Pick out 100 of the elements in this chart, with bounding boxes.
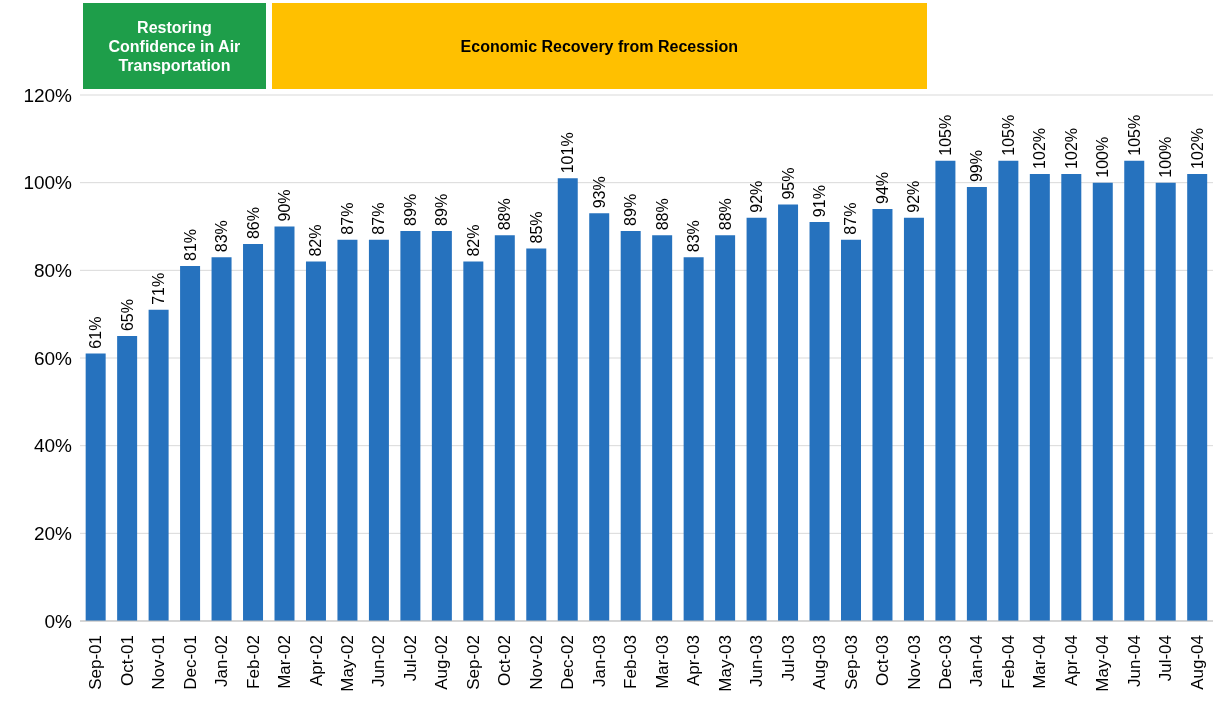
bar: [872, 208, 893, 621]
bar: [652, 235, 673, 621]
data-label: 87%: [338, 202, 356, 235]
bar: [85, 353, 106, 621]
x-tick-label: Oct-03: [873, 635, 893, 687]
text: Economic Recovery from Recession: [271, 3, 927, 89]
x-tick-label: Sep-01: [86, 635, 106, 690]
data-label: 90%: [276, 189, 293, 222]
bar: [400, 230, 421, 621]
bar: [526, 248, 547, 621]
y-tick-label: 100%: [23, 172, 73, 194]
bar: [841, 239, 861, 621]
bar: [117, 336, 138, 621]
data-label: 83%: [213, 220, 231, 253]
x-tick-label: Apr-04: [1061, 635, 1081, 687]
bar: [368, 239, 389, 621]
x-tick-label: Nov-02: [526, 635, 546, 690]
x-tick-label: Dec-01: [180, 635, 200, 690]
x-tick-label: Apr-03: [684, 635, 704, 687]
x-tick-label: Feb-02: [243, 635, 263, 689]
bar: [589, 213, 610, 621]
x-tick-label: Jan-02: [212, 635, 232, 687]
data-label: 93%: [590, 176, 608, 209]
data-label: 61%: [87, 316, 105, 349]
bar: [305, 261, 326, 621]
data-label: 87%: [842, 202, 860, 235]
x-tick-label: Feb-03: [621, 635, 641, 689]
bar: [274, 226, 295, 621]
data-label: 89%: [433, 193, 451, 226]
y-tick-label: 20%: [33, 523, 73, 545]
x-tick-label: Oct-02: [495, 635, 515, 687]
data-label: 85%: [527, 211, 545, 244]
x-tick-label: Dec-02: [558, 635, 578, 690]
data-label: 91%: [811, 185, 829, 218]
data-label: 99%: [968, 150, 986, 183]
data-label: 92%: [905, 180, 923, 213]
data-label: 102%: [1062, 127, 1080, 169]
x-tick-label: May-03: [715, 635, 735, 692]
x-tick-label: May-02: [338, 635, 358, 692]
x-tick-label: Mar-02: [275, 635, 295, 689]
data-label: 65%: [118, 299, 136, 332]
data-label: 82%: [307, 224, 325, 257]
x-tick-label: Jul-02: [400, 635, 420, 682]
data-label: 88%: [716, 198, 734, 231]
data-label: 105%: [936, 114, 954, 156]
bar: [1155, 182, 1176, 621]
data-label: 88%: [496, 198, 514, 231]
x-tick-label: Nov-03: [904, 635, 924, 690]
data-label: 101%: [559, 132, 577, 174]
x-tick-label: Sep-03: [841, 635, 861, 690]
bar: [809, 222, 830, 621]
bar: [998, 160, 1019, 621]
x-tick-label: Dec-03: [935, 635, 955, 690]
data-label: 81%: [181, 228, 199, 261]
bar: [463, 261, 484, 621]
bar: [431, 230, 452, 621]
x-tick-label: Aug-04: [1187, 635, 1207, 690]
y-tick-label: 120%: [23, 84, 73, 106]
bar: [1061, 173, 1082, 621]
data-label: 89%: [401, 193, 419, 226]
data-label: 86%: [244, 207, 262, 240]
data-label: 95%: [779, 167, 797, 200]
x-tick-label: Apr-02: [306, 635, 326, 687]
x-tick-label: Jul-04: [1156, 635, 1176, 682]
bar: [778, 204, 799, 621]
y-tick-label: 40%: [33, 435, 73, 457]
x-tick-label: Jun-03: [747, 635, 767, 687]
data-label: 105%: [1125, 114, 1143, 156]
text: Restoring Confidence in Air Transportation: [83, 3, 266, 89]
data-label: 92%: [748, 180, 766, 213]
y-tick-label: 80%: [33, 260, 73, 282]
bar: [243, 244, 264, 621]
x-tick-label: Nov-01: [149, 635, 169, 690]
bar: [746, 217, 767, 621]
x-tick-label: Mar-04: [1030, 635, 1050, 689]
bar: [1092, 182, 1113, 621]
data-label: 82%: [464, 224, 482, 257]
bar: [1187, 173, 1208, 621]
y-tick-label: 60%: [33, 347, 73, 369]
x-tick-label: Oct-01: [117, 635, 137, 687]
bar: [211, 257, 232, 621]
bar: [935, 160, 956, 621]
x-tick-label: Jul-03: [778, 635, 798, 682]
x-tick-label: Jun-04: [1124, 635, 1144, 687]
data-label: 83%: [685, 220, 703, 253]
data-label: 102%: [1031, 127, 1049, 169]
data-label: 100%: [1094, 136, 1112, 178]
data-label: 89%: [622, 193, 640, 226]
data-label: 102%: [1188, 127, 1206, 169]
bar: [1124, 160, 1145, 621]
x-tick-label: May-04: [1093, 635, 1113, 692]
x-tick-label: Feb-04: [998, 635, 1018, 689]
data-label: 100%: [1157, 136, 1175, 178]
bar: [1029, 173, 1050, 621]
bar: [683, 257, 704, 621]
y-tick-label: 0%: [44, 610, 73, 632]
data-label: 87%: [370, 202, 388, 235]
bar: [557, 178, 578, 621]
x-tick-label: Aug-03: [810, 635, 830, 690]
data-label: 105%: [999, 114, 1017, 156]
